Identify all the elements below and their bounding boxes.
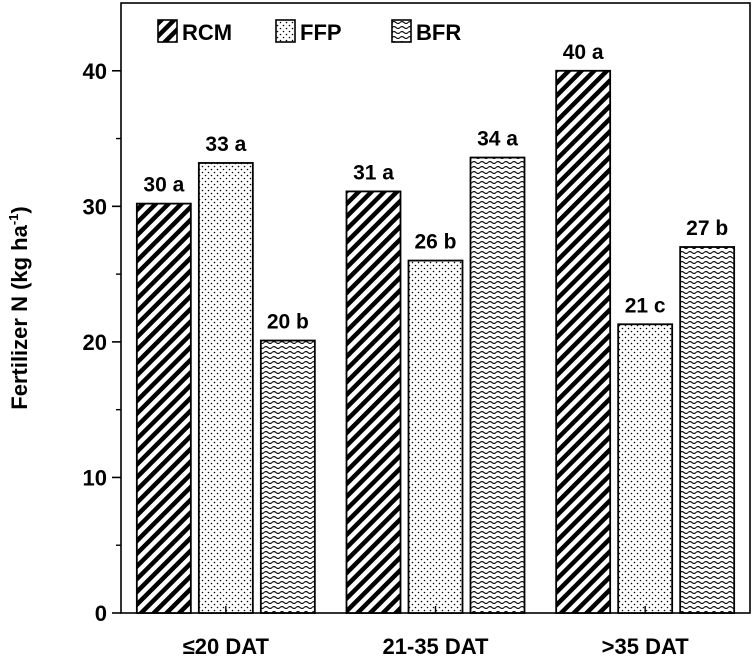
data-label: 30 a [143,174,184,197]
bar-rcm [555,69,612,614]
legend-label: BFR [416,20,461,45]
y-tick-label: 10 [83,465,107,490]
bar-rcm [135,202,192,614]
bar-bfr [259,339,316,614]
bar-ffp [617,323,674,614]
x-tick-label: 21-35 DAT [383,634,490,659]
data-label: 20 b [267,311,309,334]
legend-label: FFP [300,20,342,45]
y-tick-label: 20 [83,330,107,355]
legend-swatch-ffp [275,19,296,43]
bar-bfr [679,246,736,614]
bar-ffp [407,259,464,614]
data-label: 27 b [686,217,728,240]
y-axis-title: Fertilizer N (kg ha-1) [6,206,32,409]
x-tick-label: ≤20 DAT [183,634,270,659]
data-label: 21 c [625,294,666,317]
x-tick-label: >35 DAT [602,634,690,659]
legend-swatch-rcm [157,19,178,43]
data-labels: 30 a 33 a 20 b 31 a 26 b 34 a 40 a 21 c 27 b [143,41,728,334]
y-tick-label: 0 [95,601,107,626]
x-axis: ≤20 DAT 21-35 DAT >35 DAT [183,606,690,659]
data-label: 33 a [205,133,246,156]
legend-label: RCM [182,20,232,45]
y-axis: 0 10 20 30 40 [83,59,121,626]
data-label: 31 a [353,161,394,184]
data-label: 40 a [563,41,604,64]
data-label: 34 a [477,128,518,151]
legend-swatch-bfr [391,19,412,43]
bar-group [135,69,736,614]
y-tick-label: 40 [83,59,107,84]
data-label: 26 b [414,231,456,254]
y-tick-label: 30 [83,194,107,219]
legend: RCM FFP BFR [157,19,461,45]
bar-bfr [469,156,526,614]
bar-rcm [345,190,402,614]
bar-ffp [197,162,254,614]
